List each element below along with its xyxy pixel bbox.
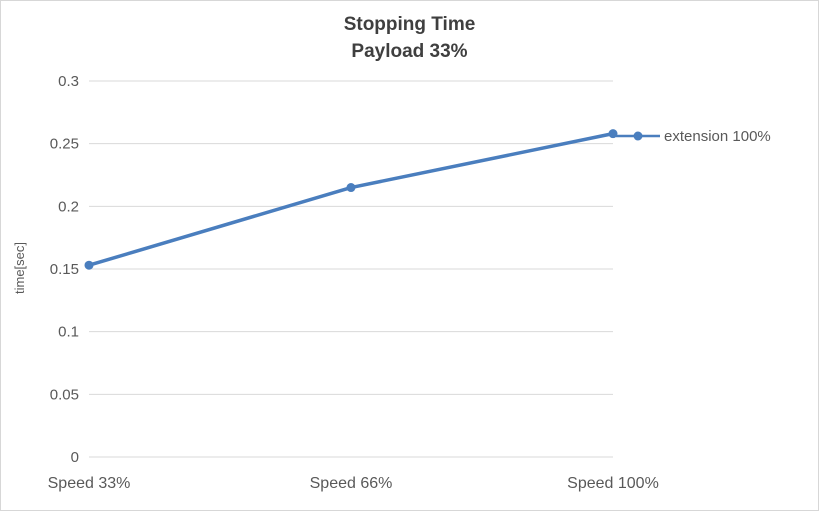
y-tick-label: 0.25 [50,136,79,153]
legend-label: extension 100% [664,127,771,145]
x-category-label: Speed 33% [48,475,131,492]
data-point-marker [346,183,356,193]
legend-marker [616,131,660,141]
legend: extension 100% [615,124,771,148]
y-tick-label: 0 [71,449,79,466]
y-tick-label: 0.2 [58,198,79,215]
y-tick-label: 0.1 [58,324,79,341]
data-point-marker [608,129,618,139]
y-tick-label: 0.15 [50,261,79,278]
data-point-marker [84,260,94,270]
x-category-label: Speed 66% [310,475,393,492]
y-tick-label: 0.05 [50,386,79,403]
y-tick-label: 0.3 [58,73,79,90]
x-category-label: Speed 100% [567,475,659,492]
series-line [87,131,615,267]
